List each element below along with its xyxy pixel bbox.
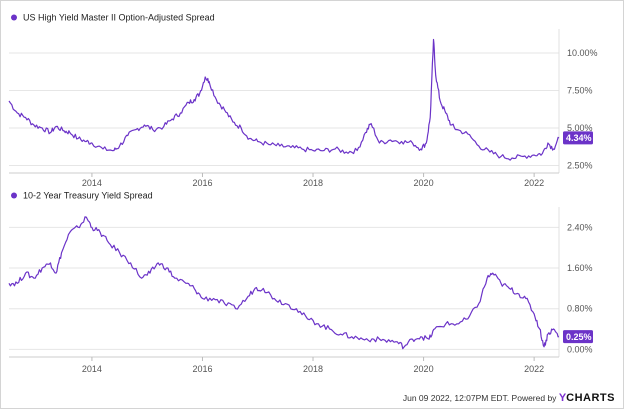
- ycharts-logo-text: CHARTS: [566, 392, 615, 404]
- footer-credit: Jun 09 2022, 12:07PM EDT. Powered by YCH…: [403, 392, 615, 404]
- footer-powered-by: Powered by: [511, 393, 557, 403]
- series-marker-dot: [11, 14, 17, 21]
- y-tick-label: 2.40%: [567, 222, 593, 232]
- series-line: [8, 216, 560, 350]
- y-tick-label: 5.00%: [567, 123, 593, 133]
- x-tick-label: 2022: [524, 178, 544, 188]
- x-tick-label: 2018: [303, 178, 323, 188]
- footer-timestamp: Jun 09 2022, 12:07PM EDT.: [402, 393, 510, 403]
- x-tick-label: 2016: [192, 178, 212, 188]
- x-tick-label: 2014: [82, 364, 102, 374]
- y-tick-label: 2.50%: [567, 161, 593, 171]
- x-tick-label: 2020: [414, 364, 434, 374]
- high-yield-spread-chart: US High Yield Master II Option-Adjusted …: [8, 13, 598, 188]
- last-value-badge-bg: [563, 330, 593, 344]
- ycharts-logo[interactable]: YCHARTS: [558, 392, 615, 404]
- last-value-badge: 0.25%: [563, 330, 593, 344]
- ycharts-logo-y: Y: [558, 392, 567, 404]
- y-tick-label: 7.50%: [567, 86, 593, 96]
- last-value-label: 4.34%: [566, 133, 592, 143]
- last-value-badge-bg: [563, 131, 593, 145]
- x-tick-label: 2016: [192, 364, 212, 374]
- x-tick-label: 2020: [414, 178, 434, 188]
- x-tick-label: 2018: [303, 364, 323, 374]
- chart-title: US High Yield Master II Option-Adjusted …: [23, 13, 215, 23]
- series-line: [8, 38, 560, 161]
- x-tick-label: 2014: [82, 178, 102, 188]
- treasury-spread-chart: 10-2 Year Treasury Yield Spread 0.00% 0.8…: [8, 191, 593, 374]
- y-tick-label: 10.00%: [567, 48, 598, 58]
- last-value-badge: 4.34%: [563, 131, 593, 145]
- last-value-label: 0.25%: [566, 332, 592, 342]
- y-tick-label: 0.80%: [567, 304, 593, 314]
- y-tick-label: 1.60%: [567, 263, 593, 273]
- series-marker-dot: [11, 192, 17, 199]
- x-tick-label: 2022: [524, 364, 544, 374]
- chart-title: 10-2 Year Treasury Yield Spread: [23, 191, 153, 201]
- y-tick-label: 0.00%: [567, 344, 593, 354]
